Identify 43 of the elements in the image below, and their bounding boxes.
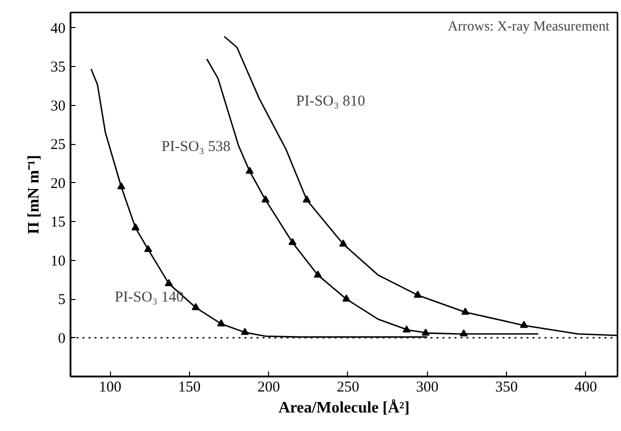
point [262, 195, 270, 202]
y-tick-label: 5 [58, 292, 66, 308]
point [339, 240, 348, 247]
y-tick-label: 35 [50, 60, 66, 76]
x-axis-title: Area/Molecule [Å²] [278, 398, 410, 416]
point [288, 238, 296, 246]
x-tick-label: 100 [98, 380, 122, 396]
point [217, 319, 226, 326]
point [132, 223, 140, 230]
point [240, 328, 249, 335]
point [164, 279, 173, 286]
x-tick-label: 400 [574, 380, 598, 396]
point [402, 325, 411, 333]
y-tick-label: 30 [50, 98, 66, 114]
series-label: PI-SO₃ 538 [162, 138, 231, 155]
point [342, 294, 350, 302]
y-tick-label: 20 [50, 176, 66, 192]
x-tick-label: 200 [257, 380, 280, 396]
point [246, 166, 254, 174]
point [314, 270, 322, 278]
y-tick-label: 10 [50, 253, 66, 270]
point [192, 303, 200, 310]
point [460, 329, 468, 336]
point [461, 308, 470, 315]
y-tick-label: 40 [50, 20, 66, 37]
annotation: Arrows: X-ray Measurement [448, 20, 610, 34]
x-tick-label: 250 [336, 380, 360, 396]
point [144, 244, 152, 252]
point [422, 328, 430, 336]
point [302, 195, 311, 202]
point [520, 320, 528, 328]
y-tick-label: 0 [58, 330, 66, 347]
point [414, 290, 422, 298]
x-tick-label: 150 [178, 380, 201, 396]
x-tick-label: 350 [495, 380, 518, 396]
x-tick-label: 300 [416, 380, 438, 396]
line-series [206, 58, 539, 335]
series-label: PI-SO₃ 810 [296, 94, 366, 110]
y-tick-label: 15 [50, 214, 66, 231]
y-tick-label: 25 [50, 137, 66, 154]
series-label: PI-SO₃ 140 [114, 290, 184, 306]
y-axis-title: Π [mN m⁻¹] [26, 154, 42, 234]
point [117, 182, 126, 190]
